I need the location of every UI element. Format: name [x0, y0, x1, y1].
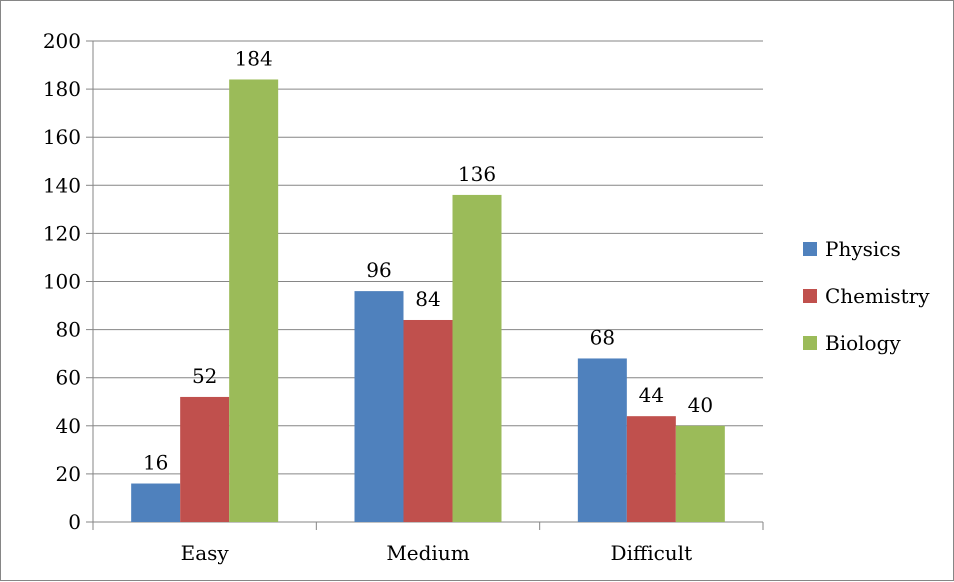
data-labels: 16 52 184 96 84 136 68 44 40 [143, 46, 713, 474]
y-tick-label: 100 [43, 270, 81, 294]
legend-label-biology: Biology [825, 331, 901, 355]
data-label: 40 [688, 393, 713, 417]
legend-swatch-biology [803, 336, 817, 350]
legend-label-physics: Physics [825, 237, 901, 261]
y-tick-label: 80 [56, 318, 81, 342]
bar-biology-easy [229, 79, 279, 522]
bar-physics-easy [131, 483, 181, 522]
legend: Physics Chemistry Biology [803, 237, 930, 355]
x-tick-label: Easy [181, 541, 230, 565]
legend-swatch-chemistry [803, 289, 817, 303]
y-tick-label: 0 [68, 510, 81, 534]
bar-biology-medium [452, 194, 502, 523]
data-label: 184 [235, 46, 273, 70]
x-tick-label: Difficult [611, 541, 693, 565]
y-tick-label: 20 [56, 462, 81, 486]
bar-physics-medium [354, 291, 404, 522]
data-label: 52 [192, 364, 217, 388]
legend-label-chemistry: Chemistry [825, 284, 930, 308]
data-label: 84 [415, 287, 440, 311]
bar-chemistry-difficult [626, 416, 676, 522]
y-tick-label: 140 [43, 173, 81, 197]
y-tick-label: 200 [43, 29, 81, 53]
y-tick-label: 40 [56, 414, 81, 438]
bar-chemistry-medium [403, 319, 453, 522]
data-label: 16 [143, 451, 168, 475]
legend-swatch-physics [803, 242, 817, 256]
bars [131, 79, 725, 523]
y-tick-label: 120 [43, 221, 81, 245]
bar-biology-difficult [675, 425, 725, 522]
bar-chemistry-easy [180, 396, 230, 522]
data-label: 44 [639, 383, 664, 407]
data-label: 96 [366, 258, 391, 282]
data-label: 68 [590, 325, 615, 349]
bar-physics-difficult [577, 358, 627, 522]
data-label: 136 [458, 162, 496, 186]
axes: 0 20 40 60 80 100 120 140 160 180 200 Easy Medium Dif… [43, 29, 764, 565]
y-tick-label: 180 [43, 77, 81, 101]
y-tick-label: 160 [43, 125, 81, 149]
y-tick-label: 60 [56, 366, 81, 390]
x-tick-label: Medium [386, 541, 469, 565]
